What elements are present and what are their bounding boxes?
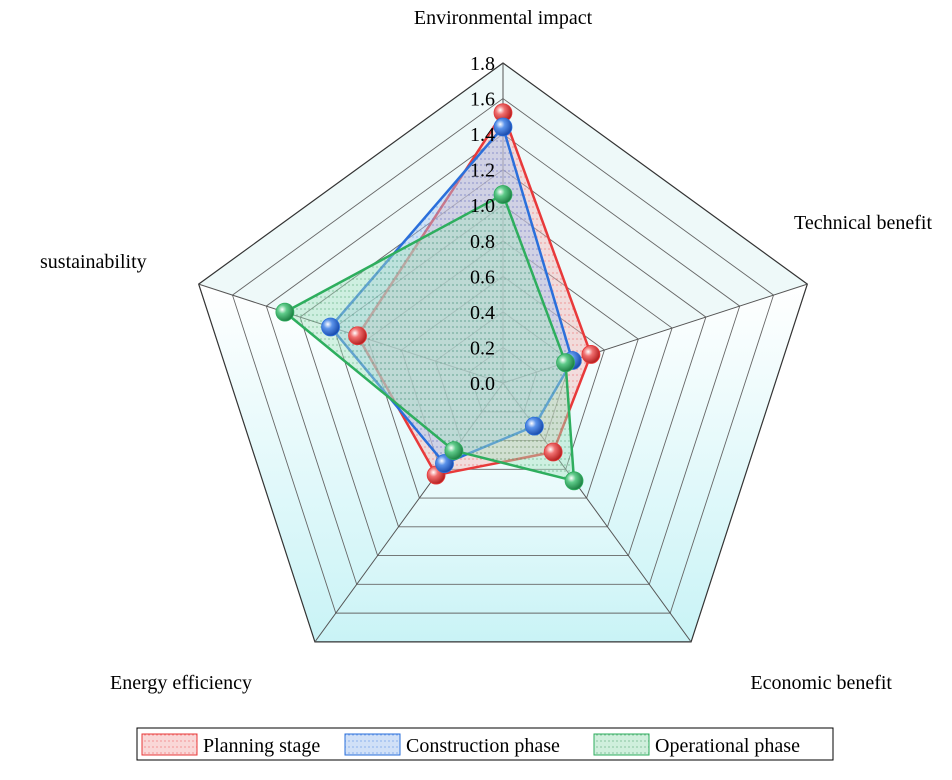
axis-label: Technical benefit [794, 212, 932, 234]
legend-label: Operational phase [655, 735, 800, 757]
background-sector [314, 383, 692, 642]
radar-grid [197, 62, 809, 643]
data-point [435, 454, 454, 473]
data-point [556, 353, 575, 373]
data-point [564, 471, 584, 491]
tick-label: 1.8 [470, 53, 495, 75]
grid-ring [197, 62, 809, 643]
axis-label: Energy efficiency [110, 672, 252, 694]
tick-label: 0.2 [470, 337, 495, 359]
data-point [493, 117, 513, 137]
legend-swatch-hatch [345, 734, 400, 755]
legend-label: Construction phase [406, 735, 560, 757]
legend-label: Planning stage [203, 735, 320, 757]
legend-swatch-hatch [594, 734, 649, 755]
axis-labels: Environmental impact Technical benefit Eco… [40, 7, 932, 694]
legend-item: Construction phase [344, 733, 560, 757]
data-point [444, 441, 464, 460]
axis-label: sustainability [40, 251, 147, 273]
legend-item: Planning stage [141, 733, 320, 757]
data-point [581, 345, 601, 364]
radar-series [275, 103, 601, 491]
axis-label: Economic benefit [750, 672, 892, 694]
tick-label: 1.2 [470, 160, 495, 182]
legend-box [136, 727, 834, 761]
series-line [283, 193, 576, 483]
tick-label: 1.4 [470, 124, 495, 146]
tick-label: 1.6 [470, 89, 495, 111]
data-point [493, 185, 513, 204]
tick-label: 0.8 [470, 231, 495, 253]
tick-label: 0.0 [470, 373, 495, 395]
background-sector [503, 63, 808, 383]
data-point [348, 326, 367, 346]
data-point [321, 317, 340, 337]
axis-label: Environmental impact [414, 7, 593, 29]
data-point [275, 302, 295, 322]
data-point [524, 416, 544, 436]
radial-tick-labels: 0.0 0.2 0.4 0.6 0.8 1.0 1.2 1.4 1.6 1.8 [470, 53, 495, 395]
legend: Planning stage Construction phase Operatio… [136, 727, 834, 761]
data-point [543, 442, 563, 462]
grid-ring [265, 133, 741, 585]
tick-label: 1.0 [470, 195, 495, 217]
tick-label: 0.6 [470, 266, 495, 288]
legend-item: Operational phase [593, 733, 800, 757]
grid-ring [231, 97, 775, 614]
tick-label: 0.4 [470, 302, 495, 324]
legend-swatch-hatch [142, 734, 197, 755]
